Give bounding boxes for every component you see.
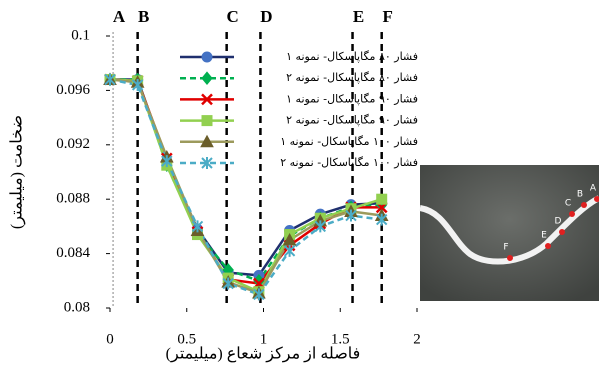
photo-label: C bbox=[565, 199, 571, 209]
region-label: A bbox=[113, 7, 126, 26]
point bbox=[161, 155, 173, 168]
photo-label: B bbox=[577, 190, 583, 200]
x-tick-label: 1.5 bbox=[331, 331, 350, 347]
photo-label: A bbox=[590, 184, 597, 194]
series-line bbox=[109, 78, 383, 294]
region-label: E bbox=[353, 7, 364, 26]
y-tick-label: 0.1 bbox=[71, 27, 90, 43]
photo-point bbox=[545, 243, 551, 249]
legend-marker bbox=[201, 157, 213, 169]
legend-label: فشار ۹۰ مگاپاسکال- نمونه ۲ bbox=[286, 114, 418, 127]
photo-label: F bbox=[503, 243, 508, 253]
y-tick-label: 0.088 bbox=[56, 191, 90, 207]
photo-point bbox=[569, 211, 575, 217]
series-line bbox=[109, 78, 382, 285]
photo-background bbox=[420, 165, 599, 301]
photo-point bbox=[559, 229, 565, 235]
region-label: C bbox=[227, 7, 239, 26]
x-tick-label: 0.5 bbox=[177, 331, 196, 347]
point bbox=[222, 277, 234, 290]
legend-label: فشار ۸۰ مگاپاسکال- نمونه ۱ bbox=[286, 50, 418, 63]
y-tick-label: 0.084 bbox=[56, 245, 90, 261]
y-tick-label: 0.08 bbox=[64, 299, 90, 315]
point bbox=[376, 193, 388, 205]
y-tick-label: 0.092 bbox=[56, 136, 90, 152]
legend-label: فشار ۹۰ مگاپاسکال- نمونه ۱ bbox=[286, 92, 418, 105]
series-line bbox=[109, 78, 382, 295]
photo-label: E bbox=[541, 231, 547, 241]
point bbox=[314, 220, 327, 233]
point bbox=[131, 78, 144, 91]
point bbox=[191, 220, 204, 233]
point bbox=[283, 244, 296, 257]
x-tick-label: 1 bbox=[260, 331, 268, 347]
legend-marker bbox=[201, 51, 213, 63]
legend-marker bbox=[201, 71, 213, 85]
region-label: B bbox=[138, 7, 149, 26]
legend-label: فشار ۱۰۰ مگاپاسکال- نمونه ۲ bbox=[280, 156, 418, 169]
series-line bbox=[109, 78, 382, 296]
series-line bbox=[110, 78, 382, 277]
region-label: F bbox=[382, 7, 392, 26]
point bbox=[345, 209, 357, 222]
photo-point bbox=[507, 255, 513, 261]
point bbox=[253, 288, 265, 301]
series-line bbox=[110, 78, 382, 283]
legend-marker bbox=[201, 93, 213, 106]
legend-label: فشار ۱۰۰ مگاپاسکال- نمونه ۱ bbox=[280, 135, 418, 148]
x-axis-title: فاصله از مرکز شعاع (میلیمتر) bbox=[166, 346, 361, 363]
y-axis-title: ضخامت (میلیمتر) bbox=[9, 115, 26, 229]
region-label: D bbox=[260, 7, 272, 26]
legend-label: فشار ۸۰ مگاپاسکال- نمونه ۲ bbox=[286, 71, 418, 84]
point bbox=[104, 73, 116, 86]
point bbox=[375, 213, 388, 226]
x-tick-label: 0 bbox=[106, 331, 114, 347]
y-tick-label: 0.096 bbox=[56, 82, 90, 98]
photo-point bbox=[594, 196, 599, 202]
x-tick-label: 2 bbox=[413, 331, 421, 347]
legend-marker bbox=[201, 115, 213, 127]
photo-label: D bbox=[555, 217, 562, 227]
legend-marker bbox=[200, 134, 214, 148]
photo-point bbox=[581, 202, 587, 208]
